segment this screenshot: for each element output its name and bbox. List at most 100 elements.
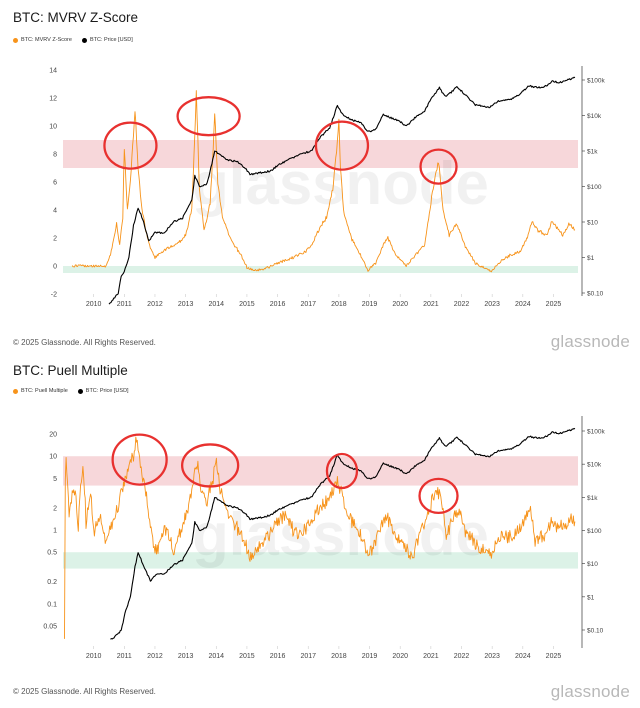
annotation-circle <box>325 452 359 490</box>
y-right-tick-label: $10k <box>587 113 602 120</box>
x-tick-label: 2011 <box>117 301 132 308</box>
y-left-tick-label: 0 <box>53 264 57 271</box>
x-tick-label: 2022 <box>454 301 470 308</box>
brand-logo: glassnode <box>550 682 630 701</box>
y-right-tick-label: $1k <box>587 495 598 502</box>
y-right-tick-label: $10 <box>587 561 598 568</box>
x-tick-label: 2016 <box>270 301 286 308</box>
annotation-circle <box>419 148 458 185</box>
y-left-tick-label: 8 <box>53 152 57 159</box>
y-left-tick-label: 6 <box>53 180 57 187</box>
metric-series-line <box>64 436 576 639</box>
x-tick-label: 2023 <box>484 653 500 660</box>
y-right-tick-label: $100 <box>587 184 602 191</box>
green-band <box>63 552 578 569</box>
y-right-tick-label: $10k <box>587 462 602 469</box>
y-left-tick-label: 2 <box>53 505 57 512</box>
x-tick-label: 2023 <box>484 301 500 308</box>
y-left-tick-label: 0.05 <box>43 624 57 631</box>
legend-dot-icon <box>77 388 83 394</box>
annotation-circle <box>418 477 459 515</box>
y-left-tick-label: 14 <box>49 68 57 75</box>
x-tick-label: 2010 <box>86 653 102 660</box>
x-tick-label: 2014 <box>208 653 224 660</box>
y-left-tick-label: 0.1 <box>47 601 57 608</box>
x-tick-label: 2019 <box>362 301 378 308</box>
x-tick-label: 2024 <box>515 301 531 308</box>
legend-label: BTC: Price [USD] <box>85 388 129 394</box>
x-tick-label: 2011 <box>117 653 132 660</box>
annotation-circle <box>314 120 370 171</box>
annotation-circle <box>176 96 241 137</box>
chart-title: BTC: Puell Multiple <box>13 363 128 378</box>
y-right-tick-label: $0.10 <box>587 628 604 635</box>
x-tick-label: 2010 <box>86 301 102 308</box>
x-tick-label: 2025 <box>546 653 562 660</box>
y-right-tick-label: $1 <box>587 255 595 262</box>
x-tick-label: 2022 <box>454 653 470 660</box>
legend-dot-icon <box>81 37 87 43</box>
x-tick-label: 2021 <box>423 653 439 660</box>
y-left-tick-label: 10 <box>49 454 57 461</box>
x-tick-label: 2020 <box>392 653 408 660</box>
y-right-tick-label: $1k <box>587 149 598 156</box>
x-tick-label: 2019 <box>362 653 378 660</box>
x-tick-label: 2020 <box>392 301 408 308</box>
x-tick-label: 2013 <box>178 653 194 660</box>
legend-dot-icon <box>13 37 18 43</box>
price-series-line <box>108 76 576 305</box>
legend-label: BTC: MVRV Z-Score <box>21 37 72 43</box>
y-left-tick-label: 1 <box>53 528 57 535</box>
brand-logo: glassnode <box>550 332 630 351</box>
y-left-tick-label: 5 <box>53 476 57 483</box>
annotation-circle <box>111 433 168 486</box>
y-right-tick-label: $100k <box>587 78 605 85</box>
x-tick-label: 2017 <box>300 301 316 308</box>
annotation-circle <box>180 443 240 488</box>
y-left-tick-label: 20 <box>49 432 57 439</box>
copyright: © 2025 Glassnode. All Rights Reserved. <box>13 338 156 347</box>
y-right-tick-label: $100 <box>587 528 602 535</box>
x-tick-label: 2021 <box>423 301 439 308</box>
y-left-tick-label: 10 <box>49 124 57 131</box>
x-tick-label: 2018 <box>331 301 347 308</box>
y-right-tick-label: $10 <box>587 220 598 227</box>
x-tick-label: 2015 <box>239 301 255 308</box>
y-left-tick-label: 2 <box>53 236 57 243</box>
legend-item-price[interactable]: BTC: Price [USD] <box>77 388 129 394</box>
y-left-tick-label: 0.5 <box>47 550 57 557</box>
legend-label: BTC: Puell Multiple <box>21 388 68 394</box>
metric-series-line <box>71 90 576 273</box>
y-left-tick-label: 0.2 <box>47 579 57 586</box>
red-band <box>63 456 578 486</box>
x-tick-label: 2012 <box>147 653 163 660</box>
legend-item-metric[interactable]: BTC: MVRV Z-Score <box>13 37 72 43</box>
green-band <box>63 266 578 273</box>
x-tick-label: 2017 <box>300 653 316 660</box>
x-tick-label: 2014 <box>208 301 224 308</box>
x-tick-label: 2024 <box>515 653 531 660</box>
legend-label: BTC: Price [USD] <box>89 37 133 43</box>
chart-title: BTC: MVRV Z-Score <box>13 10 139 25</box>
y-left-tick-label: -2 <box>51 292 57 299</box>
chart-legend: BTC: MVRV Z-Score BTC: Price [USD] <box>13 37 133 43</box>
x-tick-label: 2012 <box>147 301 163 308</box>
chart-legend: BTC: Puell Multiple BTC: Price [USD] <box>13 388 129 394</box>
x-tick-label: 2016 <box>270 653 286 660</box>
y-right-tick-label: $1 <box>587 594 595 601</box>
annotation-circle <box>103 121 158 170</box>
legend-item-metric[interactable]: BTC: Puell Multiple <box>13 388 68 394</box>
legend-item-price[interactable]: BTC: Price [USD] <box>81 37 133 43</box>
x-tick-label: 2013 <box>178 301 194 308</box>
y-right-tick-label: $100k <box>587 429 605 436</box>
legend-dot-icon <box>13 388 18 394</box>
y-left-tick-label: 4 <box>53 208 57 215</box>
y-left-tick-label: 12 <box>49 96 57 103</box>
copyright: © 2025 Glassnode. All Rights Reserved. <box>13 687 156 696</box>
x-tick-label: 2015 <box>239 653 255 660</box>
x-tick-label: 2018 <box>331 653 347 660</box>
y-right-tick-label: $0.10 <box>587 291 604 298</box>
x-tick-label: 2025 <box>546 301 562 308</box>
